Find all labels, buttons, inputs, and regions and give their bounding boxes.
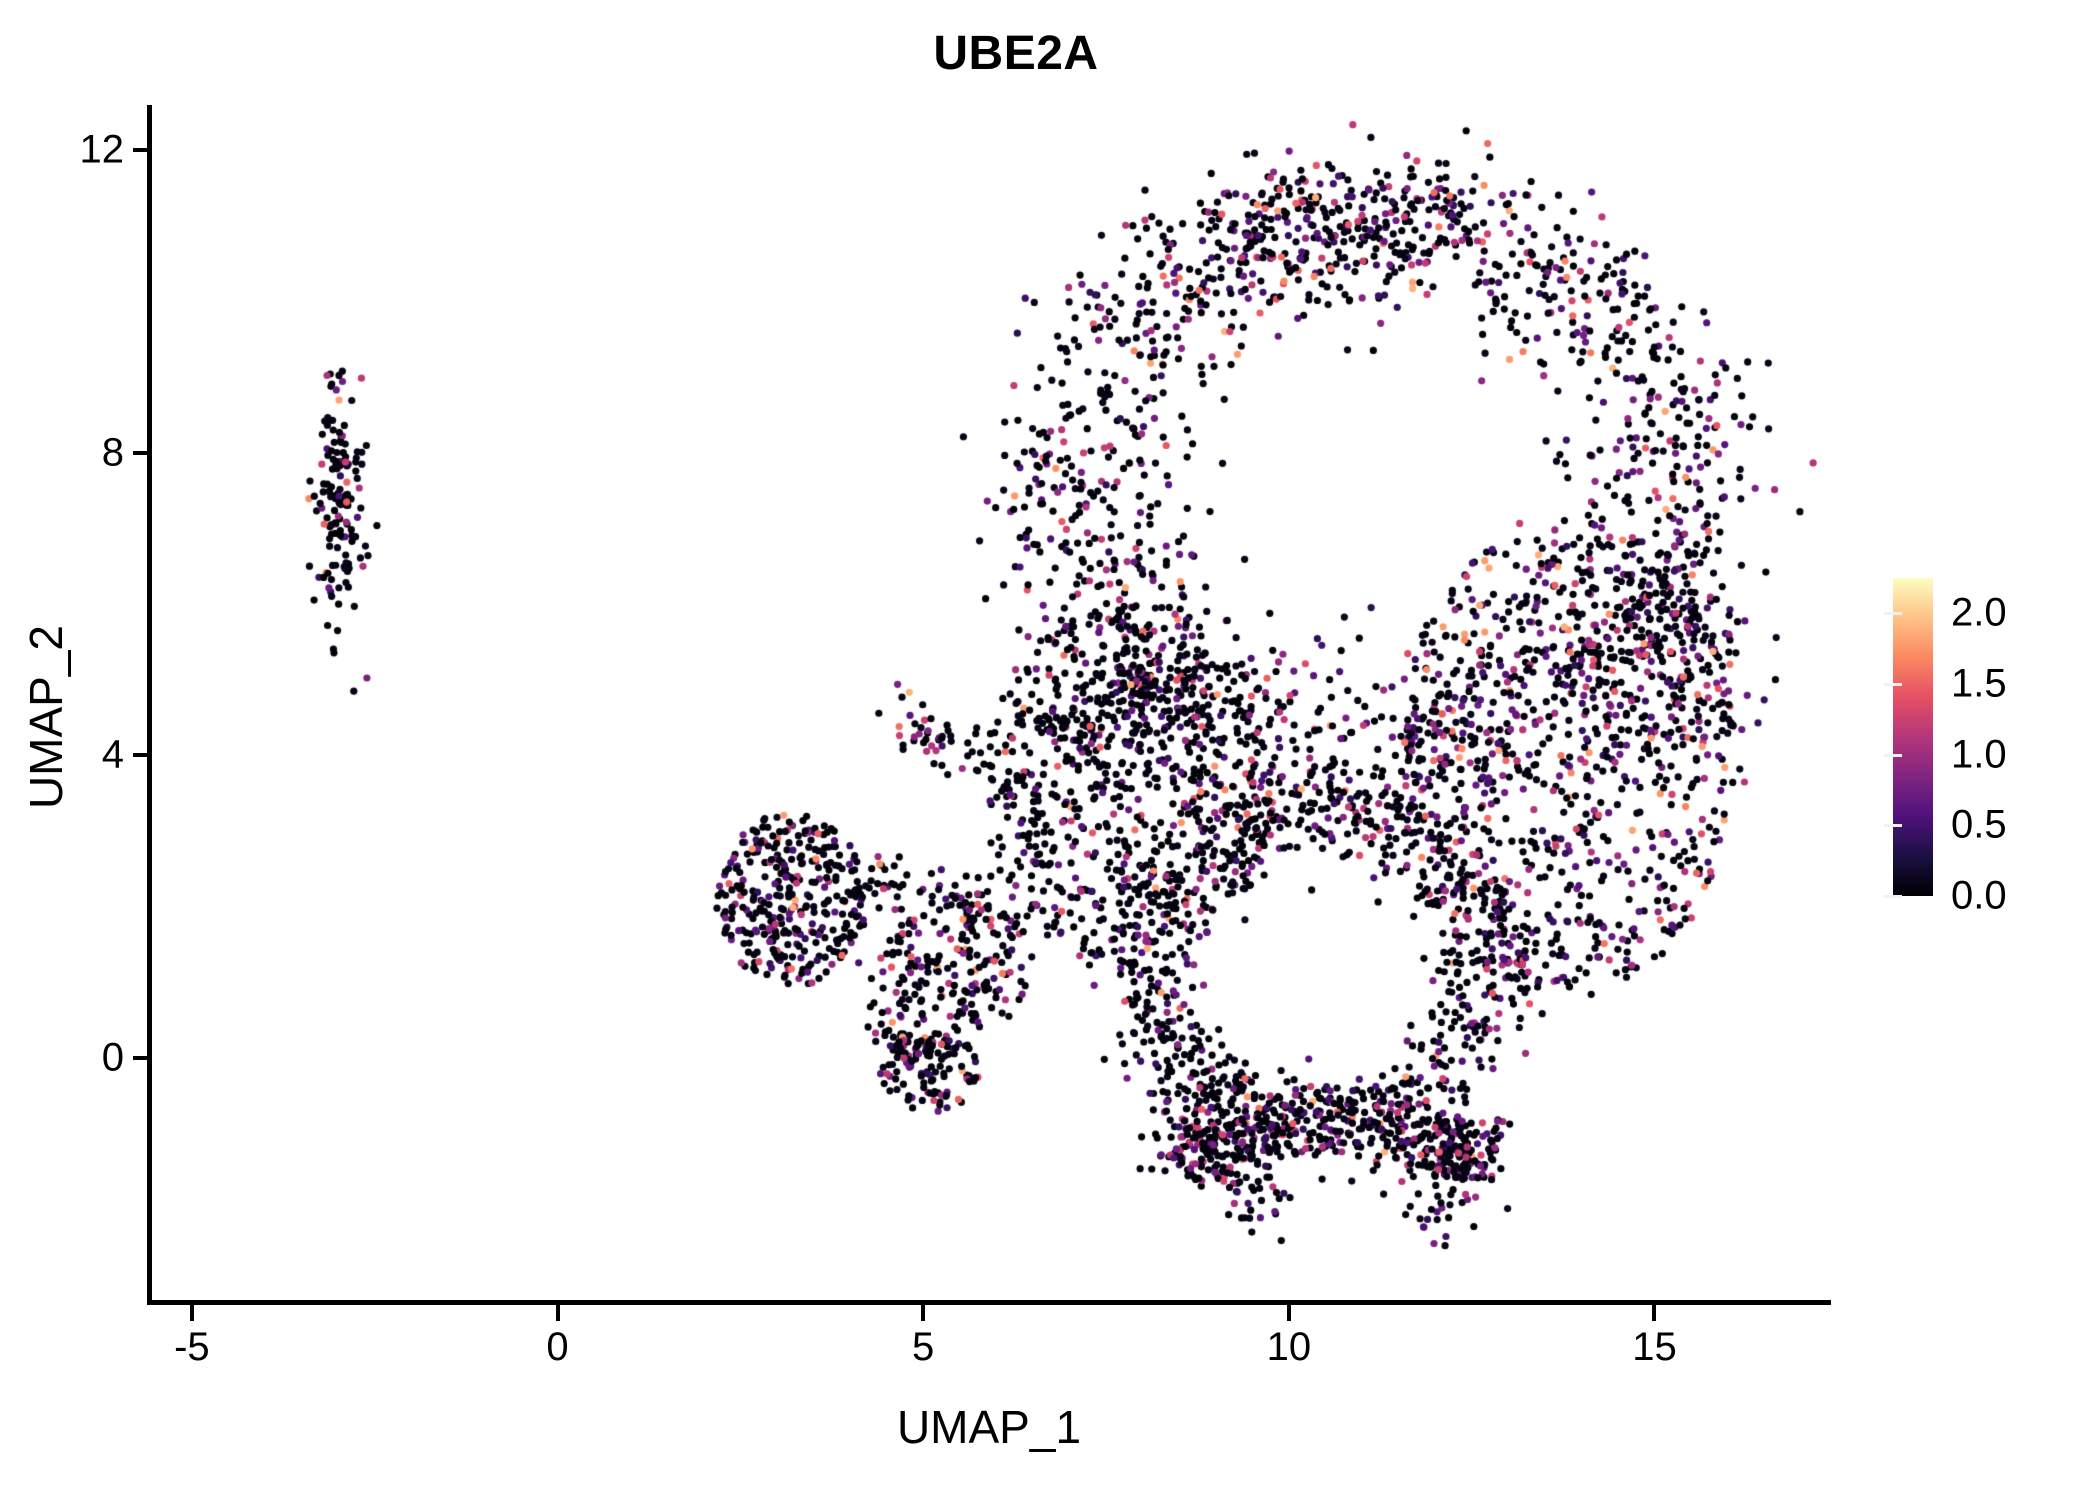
x-tick-label: -5 — [174, 1325, 210, 1369]
colorbar-tick-mark — [1884, 612, 1893, 616]
colorbar-tick-label: 2.0 — [1951, 590, 2007, 635]
y-tick-label: 12 — [79, 127, 125, 172]
y-axis-title: UMAP_2 — [20, 624, 72, 810]
x-tick-label: 10 — [1266, 1325, 1312, 1369]
x-axis-title: UMAP_1 — [896, 1401, 1082, 1453]
x-tick-mark — [1286, 1305, 1291, 1321]
colorbar-tick-label: 0.0 — [1951, 873, 2007, 918]
x-tick-mark — [1652, 1305, 1657, 1321]
x-tick-mark — [189, 1305, 194, 1321]
y-tick-mark — [133, 753, 147, 758]
colorbar-tick-mark — [1884, 824, 1893, 828]
colorbar-tick-mark — [1893, 753, 1902, 757]
colorbar-tick-mark — [1893, 895, 1902, 898]
x-axis-line — [147, 1300, 1831, 1305]
colorbar-tick-label: 1.5 — [1951, 661, 2007, 706]
y-axis-line — [147, 105, 152, 1301]
colorbar-gradient — [1893, 578, 1933, 896]
colorbar-tick-mark — [1893, 683, 1902, 686]
colorbar-tick-mark — [1884, 895, 1893, 898]
colorbar-tick-mark — [1893, 824, 1902, 828]
y-tick-mark — [133, 450, 147, 455]
colorbar-tick-label: 0.5 — [1951, 802, 2007, 847]
y-tick-label: 8 — [101, 430, 124, 475]
y-tick-label: 4 — [101, 732, 124, 777]
y-tick-mark — [133, 1055, 147, 1060]
x-tick-label: 0 — [546, 1325, 569, 1369]
x-tick-label: 5 — [912, 1325, 935, 1369]
x-tick-mark — [555, 1305, 560, 1321]
colorbar-tick-label: 1.0 — [1951, 732, 2007, 777]
plot-panel — [148, 105, 1830, 1300]
scatter-plot-canvas — [148, 105, 1830, 1300]
y-tick-label: 0 — [101, 1035, 124, 1080]
colorbar-tick-mark — [1884, 683, 1893, 686]
page-title: UBE2A — [933, 27, 1099, 80]
x-tick-mark — [921, 1305, 926, 1321]
colorbar-tick-mark — [1884, 753, 1893, 757]
y-tick-mark — [133, 148, 147, 153]
colorbar-tick-mark — [1893, 612, 1902, 616]
x-tick-label: 15 — [1632, 1325, 1677, 1369]
